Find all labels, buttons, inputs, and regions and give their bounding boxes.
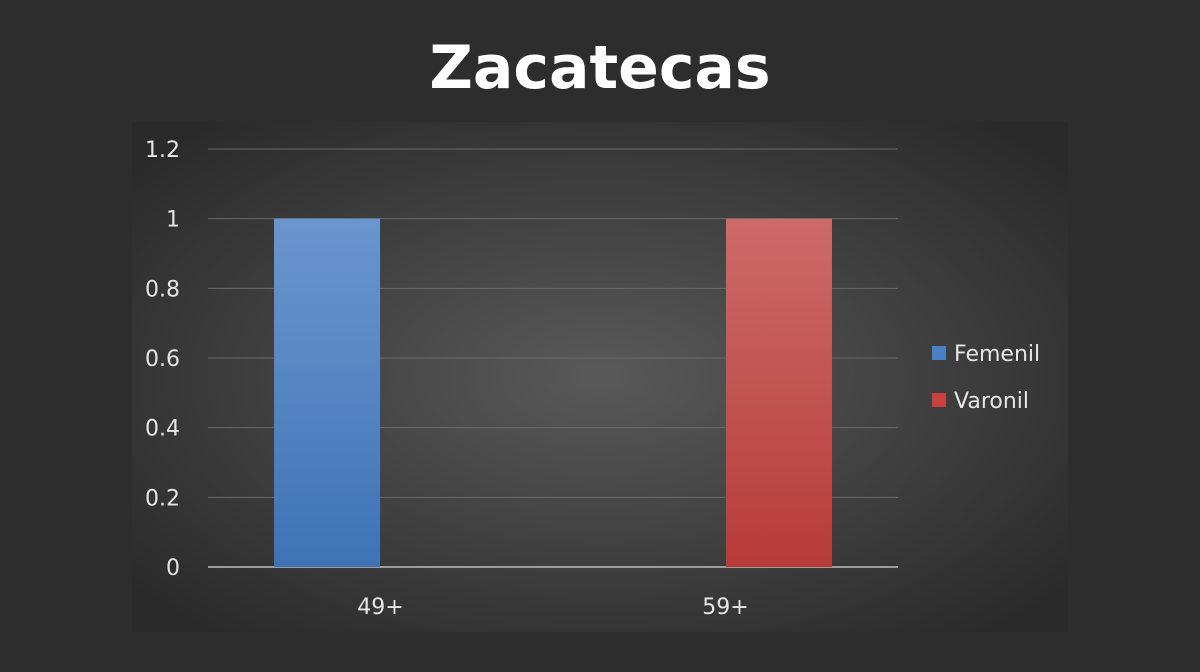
legend-swatch bbox=[932, 346, 946, 360]
y-tick-label: 0.8 bbox=[145, 277, 180, 302]
legend: Femenil Varonil bbox=[932, 342, 1040, 414]
y-tick-label: 0.4 bbox=[145, 417, 180, 442]
x-axis-ticks: 49+ 59+ bbox=[357, 595, 748, 620]
y-tick-label: 0.2 bbox=[145, 486, 180, 511]
legend-swatch bbox=[932, 393, 946, 407]
legend-label: Femenil bbox=[954, 342, 1040, 367]
y-tick-label: 1.2 bbox=[145, 138, 180, 163]
y-tick-label: 1 bbox=[166, 208, 180, 233]
y-axis-ticks: 0 0.2 0.4 0.6 0.8 1 1.2 bbox=[145, 138, 180, 581]
y-tick-label: 0.6 bbox=[145, 347, 180, 372]
x-tick-label: 49+ bbox=[357, 595, 403, 620]
bar-chart: 0 0.2 0.4 0.6 0.8 1 1.2 49+ 59+ Femenil Varonil bbox=[132, 122, 1068, 632]
plot-background bbox=[132, 122, 1068, 632]
chart-area: 0 0.2 0.4 0.6 0.8 1 1.2 49+ 59+ Femenil Varonil bbox=[132, 122, 1068, 632]
legend-label: Varonil bbox=[954, 389, 1029, 414]
x-tick-label: 59+ bbox=[702, 595, 748, 620]
y-tick-label: 0 bbox=[166, 556, 180, 581]
bar-varonil bbox=[725, 218, 832, 567]
chart-title: Zacatecas bbox=[429, 33, 771, 103]
bar-femenil bbox=[274, 218, 381, 567]
bars bbox=[274, 218, 832, 567]
